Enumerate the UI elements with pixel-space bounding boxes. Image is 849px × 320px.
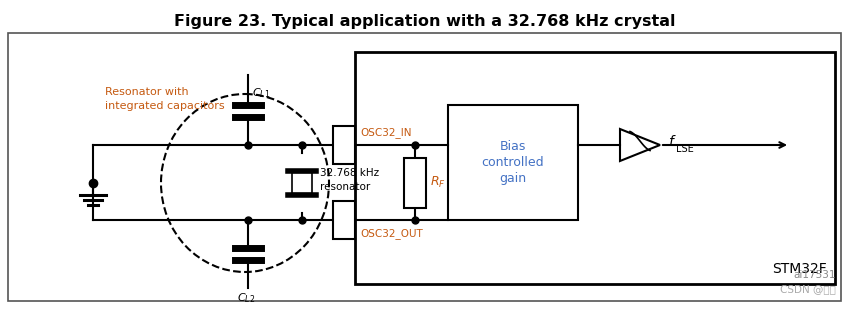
Text: Bias: Bias bbox=[500, 140, 526, 153]
Bar bbox=[333, 126, 355, 164]
Text: resonator: resonator bbox=[320, 182, 370, 193]
Text: STM32F: STM32F bbox=[773, 262, 827, 276]
Text: gain: gain bbox=[499, 172, 526, 185]
Text: $C_{L2}$: $C_{L2}$ bbox=[237, 291, 255, 305]
Text: $C_{L1}$: $C_{L1}$ bbox=[252, 86, 270, 100]
Text: OSC32_OUT: OSC32_OUT bbox=[360, 228, 423, 239]
Text: ai17531: ai17531 bbox=[794, 270, 836, 280]
Bar bbox=[8, 33, 841, 301]
Text: LSE: LSE bbox=[676, 144, 694, 154]
Bar bbox=[292, 172, 312, 193]
Bar bbox=[333, 201, 355, 239]
Text: $R_F$: $R_F$ bbox=[430, 175, 446, 190]
Text: 32.768 kHz: 32.768 kHz bbox=[320, 167, 380, 178]
Text: controlled: controlled bbox=[481, 156, 544, 169]
Text: Resonator with: Resonator with bbox=[105, 87, 188, 97]
Text: CSDN @零洼: CSDN @零洼 bbox=[780, 284, 836, 294]
Text: Figure 23. Typical application with a 32.768 kHz crystal: Figure 23. Typical application with a 32… bbox=[174, 14, 675, 29]
Text: integrated capacitors: integrated capacitors bbox=[105, 101, 225, 111]
Text: OSC32_IN: OSC32_IN bbox=[360, 128, 412, 139]
Text: $f$: $f$ bbox=[668, 133, 677, 148]
Bar bbox=[448, 105, 578, 220]
Bar bbox=[404, 157, 426, 207]
Bar bbox=[355, 52, 835, 284]
